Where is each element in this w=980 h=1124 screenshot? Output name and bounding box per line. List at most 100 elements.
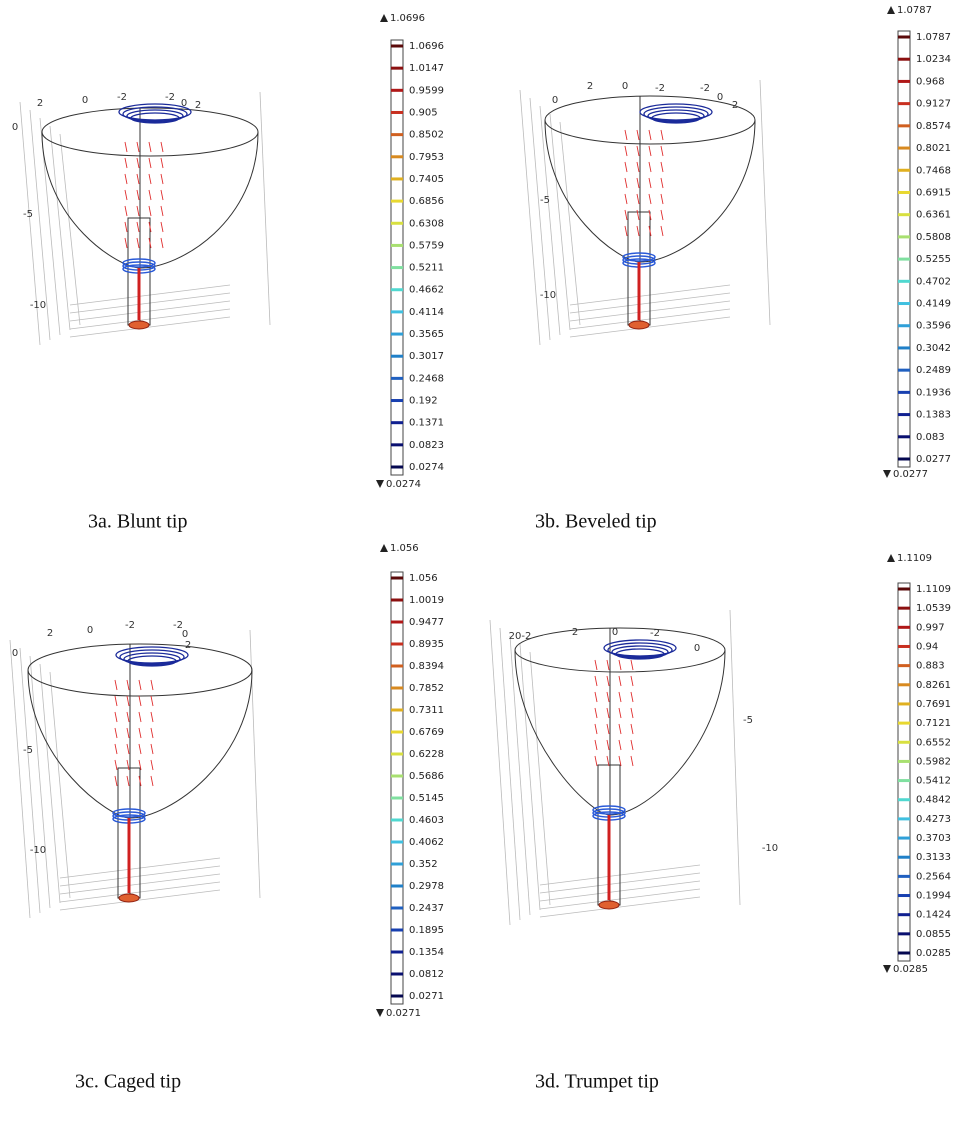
legend-swatch <box>391 133 403 136</box>
box-line <box>510 636 530 915</box>
legend-swatch <box>898 258 910 261</box>
legend-tick-label: 0.9599 <box>409 85 444 96</box>
flow-arrow <box>125 238 127 248</box>
legend-swatch <box>391 709 403 712</box>
max-marker <box>887 554 895 562</box>
legend-swatch <box>898 741 910 744</box>
legend-box <box>391 40 403 475</box>
legend-tick-label: 0.2468 <box>409 373 444 384</box>
legend-swatch <box>391 687 403 690</box>
legend-tick-label: 1.0787 <box>916 32 951 43</box>
flow-arrow <box>149 158 151 168</box>
min-marker <box>376 480 384 488</box>
flow-arrow <box>637 194 639 204</box>
axis-label: -2 <box>700 83 710 94</box>
flow-arrow <box>625 130 627 140</box>
axis-label: 2 <box>587 81 593 92</box>
flow-arrow <box>139 712 141 722</box>
box-line <box>520 90 540 345</box>
box-line <box>10 640 30 918</box>
legend-swatch <box>898 235 910 238</box>
legend-tick-label: 0.7953 <box>409 152 444 163</box>
legend-max: 1.0787 <box>897 5 932 16</box>
flow-arrow <box>125 158 127 168</box>
legend-swatch <box>391 288 403 291</box>
axis-label: -10 <box>762 843 778 854</box>
legend-swatch <box>898 391 910 394</box>
legend-swatch <box>898 36 910 39</box>
flow-arrow <box>137 222 139 232</box>
legend-tick-label: 0.1383 <box>916 410 951 421</box>
flow-arrow <box>607 692 609 702</box>
legend-swatch <box>898 169 910 172</box>
legend-swatch <box>391 466 403 469</box>
color-legend: 1.11091.11091.05390.9970.940.8830.82610.… <box>883 553 951 975</box>
box-line <box>20 648 40 913</box>
legend-swatch <box>391 731 403 734</box>
box-line <box>560 122 580 325</box>
caption: 3b. Beveled tip <box>535 511 657 533</box>
axis-label: -2 <box>650 628 660 639</box>
legend-swatch <box>898 58 910 61</box>
flow-arrow <box>595 756 597 766</box>
legend-tick-label: 0.6308 <box>409 218 444 229</box>
legend-tick-label: 0.6361 <box>916 210 951 221</box>
legend-swatch <box>391 797 403 800</box>
legend-swatch <box>391 45 403 48</box>
legend-tick-label: 0.1354 <box>409 947 444 958</box>
legend-swatch <box>391 841 403 844</box>
box-line <box>760 80 770 325</box>
box-line <box>490 620 510 925</box>
flow-arrow <box>137 206 139 216</box>
color-legend: 1.06961.06961.01470.95990.9050.85020.795… <box>376 13 444 490</box>
flow-arrow <box>649 162 651 172</box>
flow-arrow <box>127 744 129 754</box>
legend-swatch <box>898 837 910 840</box>
legend-swatch <box>898 779 910 782</box>
legend-tick-label: 0.9127 <box>916 99 951 110</box>
legend-swatch <box>391 399 403 402</box>
axis-label: 0 <box>622 81 628 92</box>
flow-arrow <box>637 130 639 140</box>
axis-label: -10 <box>30 845 46 856</box>
legend-swatch <box>898 607 910 610</box>
flow-arrow <box>127 728 129 738</box>
inlet-ring <box>608 643 672 657</box>
legend-tick-label: 0.4273 <box>916 814 951 825</box>
axis-label: 0 <box>612 627 618 638</box>
legend-tick-label: 0.7468 <box>916 165 951 176</box>
legend-tick-label: 0.94 <box>916 641 938 652</box>
flow-arrow <box>139 744 141 754</box>
axis-label: -10 <box>30 300 46 311</box>
color-legend: 1.0561.0561.00190.94770.89350.83940.7852… <box>376 543 444 1019</box>
legend-tick-label: 0.1424 <box>916 910 951 921</box>
legend-swatch <box>898 369 910 372</box>
legend-tick-label: 0.7852 <box>409 683 444 694</box>
flow-arrow <box>649 194 651 204</box>
flow-arrow <box>637 226 639 236</box>
box-line <box>260 92 270 325</box>
legend-tick-label: 0.5211 <box>409 263 444 274</box>
flow-arrow <box>115 728 117 738</box>
legend-swatch <box>898 952 910 955</box>
legend-tick-label: 0.6915 <box>916 187 951 198</box>
axis-label: 2 <box>185 640 191 651</box>
flow-arrow <box>637 146 639 156</box>
box-line <box>50 126 70 330</box>
legend-tick-label: 0.6552 <box>916 737 951 748</box>
legend-tick-label: 1.0147 <box>409 63 444 74</box>
caption: 3a. Blunt tip <box>88 511 187 533</box>
legend-tick-label: 0.968 <box>916 76 945 87</box>
legend-swatch <box>898 645 910 648</box>
legend-swatch <box>898 435 910 438</box>
legend-tick-label: 0.905 <box>409 107 438 118</box>
plot-3d: 20-2-2020-5-10 <box>12 92 270 345</box>
axis-label: 0 <box>182 629 188 640</box>
flow-arrow <box>619 708 621 718</box>
legend-swatch <box>898 817 910 820</box>
flow-arrow <box>595 660 597 670</box>
flow-arrow <box>151 712 153 722</box>
legend-swatch <box>391 621 403 624</box>
